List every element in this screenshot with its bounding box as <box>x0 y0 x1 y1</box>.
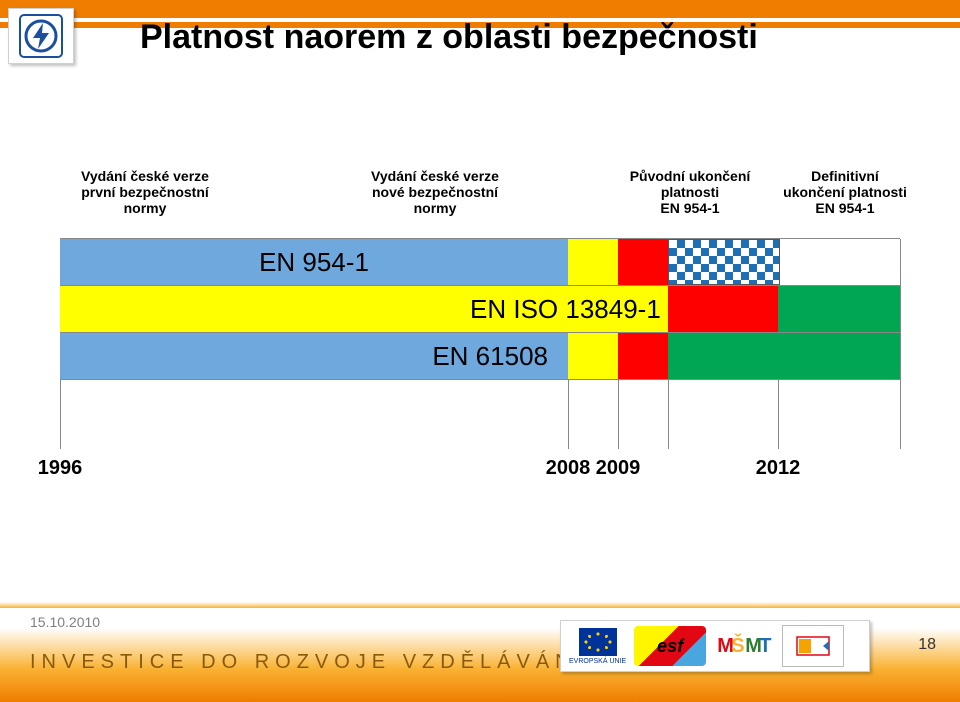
timeline-chart: Vydání české verzeprvní bezpečnostnínorm… <box>60 168 900 508</box>
year-label: 2012 <box>756 457 801 480</box>
label-original-end: Původní ukončeníplatnostiEN 954-1 <box>605 168 775 216</box>
row-en61508: EN 61508 <box>60 333 900 380</box>
bar-en954-check <box>668 239 780 285</box>
bar-iso-green <box>778 286 900 332</box>
bar-en954-blue: EN 954-1 <box>60 239 568 285</box>
bar-en954-red <box>618 239 668 285</box>
bar-61508-red <box>618 333 668 379</box>
page-title: Platnost naorem z oblasti bezpečnosti <box>140 18 758 57</box>
row-en954: EN 954-1 <box>60 239 900 286</box>
msmt-logo: MŠMT <box>714 626 774 666</box>
header-labels: Vydání české verzeprvní bezpečnostnínorm… <box>60 168 900 238</box>
bar-iso-red <box>668 286 778 332</box>
footer-caption: INVESTICE DO ROZVOJE VZDĚLÁVÁNÍ <box>30 651 587 674</box>
bar-label-en954: EN 954-1 <box>259 247 369 278</box>
msmt-letter: M <box>717 635 729 658</box>
esf-logo: esf <box>634 626 706 666</box>
label-definitive-end: Definitivníukončení platnostiEN 954-1 <box>760 168 930 216</box>
page-number: 18 <box>918 636 936 654</box>
year-label: 2008 <box>546 457 591 480</box>
eu-flag-label: EVROPSKÁ UNIE <box>569 658 626 665</box>
msmt-letter: T <box>759 635 771 658</box>
label-new-version: Vydání české verzenové bezpečnostnínormy <box>350 168 520 216</box>
footer-logo-strip: EVROPSKÁ UNIE esf MŠMT <box>560 620 870 672</box>
bar-en954-yellow <box>568 239 618 285</box>
year-label: 2009 <box>596 457 641 480</box>
logo-box <box>8 8 74 64</box>
row-eniso13849: EN ISO 13849-1 <box>60 286 900 333</box>
top-orange-band <box>0 0 960 18</box>
bar-61508-yellow <box>568 333 618 379</box>
bar-61508-blue: EN 61508 <box>60 333 568 379</box>
bar-61508-green <box>668 333 900 379</box>
bottom-thin-gradient <box>0 602 960 608</box>
msmt-letter: Š <box>731 635 743 658</box>
date-label: 15.10.2010 <box>30 614 100 630</box>
timeline-grid: EN 954-1 EN ISO 13849-1 EN 61508 <box>60 238 900 429</box>
tick <box>900 239 901 449</box>
msmt-letter: M <box>745 635 757 658</box>
year-label: 1996 <box>38 457 83 480</box>
label-first-version: Vydání české verzeprvní bezpečnostnínorm… <box>60 168 230 216</box>
lightning-shield-icon <box>19 14 63 58</box>
opvk-logo <box>782 625 844 667</box>
eu-flag-icon <box>579 628 617 656</box>
bar-label-iso: EN ISO 13849-1 <box>470 286 661 332</box>
bar-label-61508: EN 61508 <box>432 341 548 372</box>
